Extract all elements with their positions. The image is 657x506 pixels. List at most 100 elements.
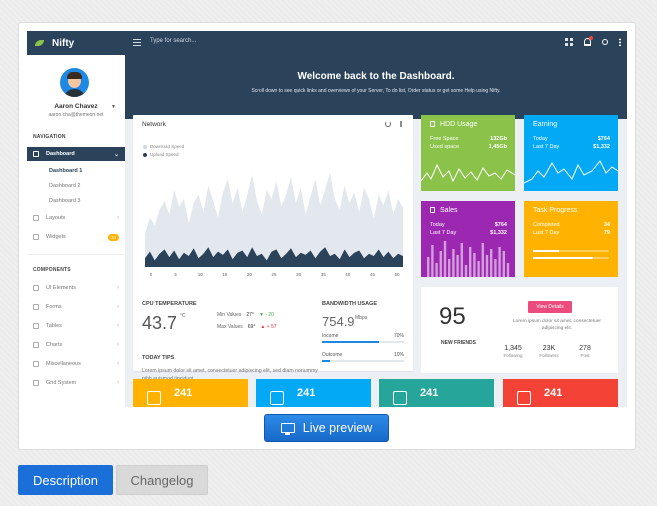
sidebar-item-dashboard[interactable]: Dashboard ⌄ (27, 147, 125, 161)
sales-bar (431, 245, 434, 277)
cpu-temperature-value: 43.7 (142, 313, 178, 333)
avatar[interactable] (60, 68, 89, 97)
sidebar: Aaron Chavez ▼ aaron.cha@themeon.net NAV… (27, 55, 125, 407)
legend-upload: Upload Speed (143, 152, 179, 157)
max-values-label: Max Values (217, 324, 243, 330)
hdd-sparkline-line (421, 163, 515, 183)
sales-bar (498, 247, 501, 277)
sidebar-item-label: Layouts (46, 215, 66, 221)
earning-tile[interactable]: Earning Today $764 Last 7 Day $1,332 (524, 115, 618, 191)
bandwidth-usage-label: BANDWIDTH USAGE (322, 301, 377, 307)
network-panel: Network Download Speed Upload Speed 0 5 10… (133, 115, 413, 382)
pen-icon (33, 361, 39, 367)
earning-sparkline (524, 160, 618, 184)
more-vertical-icon[interactable] (619, 38, 621, 46)
tab-changelog[interactable]: Changelog (116, 465, 208, 495)
sales-bar (477, 261, 480, 277)
grid-icon[interactable] (565, 38, 573, 46)
user-name[interactable]: Aaron Chavez (54, 103, 98, 110)
welcome-subtitle: Scroll down to see quick links and overv… (251, 88, 501, 94)
hdd-icon (430, 121, 435, 127)
today-tips-label: TODAY TIPS (142, 355, 175, 361)
min-values-label: Min Values (217, 312, 242, 318)
grid-system-icon (33, 380, 39, 386)
sidebar-item-ui-elements[interactable]: UI Elements › (27, 281, 125, 295)
view-details-button[interactable]: View Details (528, 301, 572, 313)
task-completed-fill (533, 250, 559, 252)
sidebar-item-label: Charts (46, 342, 63, 348)
bottom-tile-value: 241 (174, 387, 193, 399)
bottom-tile-files[interactable]: 241 (256, 379, 371, 407)
chevron-right-icon: › (117, 380, 119, 386)
menu-icon[interactable] (133, 39, 141, 46)
sales-bar (502, 251, 505, 277)
sales-bar (481, 243, 484, 277)
search-input[interactable]: Type for search... (150, 38, 197, 44)
bag-icon (430, 207, 435, 213)
x-tick-label: 30 (296, 272, 302, 277)
income-progress-fill (322, 341, 380, 343)
sidebar-item-widgets[interactable]: Widgets 24 (27, 230, 125, 244)
post-stat: 278 Post (568, 345, 602, 358)
avatar-body (64, 89, 85, 97)
sidebar-subitem-dashboard-1[interactable]: Dashboard 1 (49, 168, 83, 174)
earning-title: Earning (533, 121, 558, 128)
followers-stat: 23K Followers (532, 345, 566, 358)
x-tick-label: 15 (222, 272, 228, 277)
bottom-tile-videos[interactable]: 241 (503, 379, 618, 407)
sales-bar (494, 259, 497, 277)
outcome-label: Outcome (322, 352, 343, 358)
top-navbar: Nifty Type for search... (27, 31, 627, 55)
caret-down-icon[interactable]: ▼ (111, 104, 116, 110)
sidebar-item-layouts[interactable]: Layouts › (27, 211, 125, 225)
x-tick-label: 0 (150, 272, 153, 277)
sidebar-item-tables[interactable]: Tables › (27, 319, 125, 333)
sales-today-row: Today $764 (430, 222, 507, 228)
bottom-tile-documents[interactable]: 241 (133, 379, 248, 407)
bell-icon[interactable] (584, 36, 593, 46)
more-vertical-icon[interactable] (400, 121, 402, 127)
bandwidth-unit: Mbps (355, 315, 368, 321)
user-icon[interactable] (602, 39, 608, 45)
live-preview-button[interactable]: Live preview (264, 414, 389, 442)
sidebar-item-charts[interactable]: Charts › (27, 338, 125, 352)
income-label: Income (322, 333, 339, 339)
chevron-right-icon: › (117, 342, 119, 348)
tab-description[interactable]: Description (18, 465, 113, 495)
min-values-value: 27° (246, 312, 254, 318)
bottom-tile-photos[interactable]: 241 (379, 379, 494, 407)
outcome-percent: 10% (393, 352, 404, 358)
leaf-logo-icon (35, 40, 44, 46)
task-week-value: 79 (603, 230, 610, 236)
task-progress-tile[interactable]: Task Progress Completed 34 Last 7 Day 79 (524, 201, 618, 277)
hdd-used-label: Used space (430, 144, 460, 150)
sidebar-item-grid-system[interactable]: Grid System › (27, 376, 125, 390)
sidebar-item-miscellaneous[interactable]: Miscellaneous › (27, 357, 125, 371)
outcome-progress-fill (322, 360, 331, 362)
sidebar-subitem-dashboard-3[interactable]: Dashboard 3 (49, 198, 81, 204)
sidebar-item-forms[interactable]: Forms › (27, 300, 125, 314)
hdd-usage-tile[interactable]: HDD Usage Free Space 132Gb Used space 1,45… (421, 115, 515, 191)
chevron-down-icon: ⌄ (113, 151, 119, 158)
sales-bar (485, 255, 489, 277)
sales-tile[interactable]: Sales Today $764 Last 7 Day $1,332 (421, 201, 515, 277)
task-completed-value: 34 (603, 222, 610, 228)
chevron-right-icon: › (117, 323, 119, 329)
sales-bar (506, 263, 510, 277)
refresh-icon[interactable] (385, 121, 391, 127)
min-values-row: Min Values 27° ▼ - 20 (217, 312, 274, 318)
legend-download: Download Speed (143, 144, 184, 149)
task-week-fill (533, 257, 594, 259)
sidebar-divider (27, 254, 125, 255)
widgets-badge: 24 (107, 233, 119, 241)
min-values-change: ▼ - 20 (258, 312, 274, 318)
sidebar-subitem-dashboard-2[interactable]: Dashboard 2 (49, 183, 81, 189)
task-week-bar (533, 257, 609, 259)
x-tick-label: 40 (345, 272, 351, 277)
avatar-hair (67, 72, 82, 79)
max-values-value: 69° (247, 324, 256, 330)
sidebar-item-label: Forms (46, 304, 62, 310)
sales-bar (448, 259, 451, 277)
brand[interactable]: Nifty (27, 31, 125, 55)
bottom-tile-value: 241 (544, 387, 563, 399)
